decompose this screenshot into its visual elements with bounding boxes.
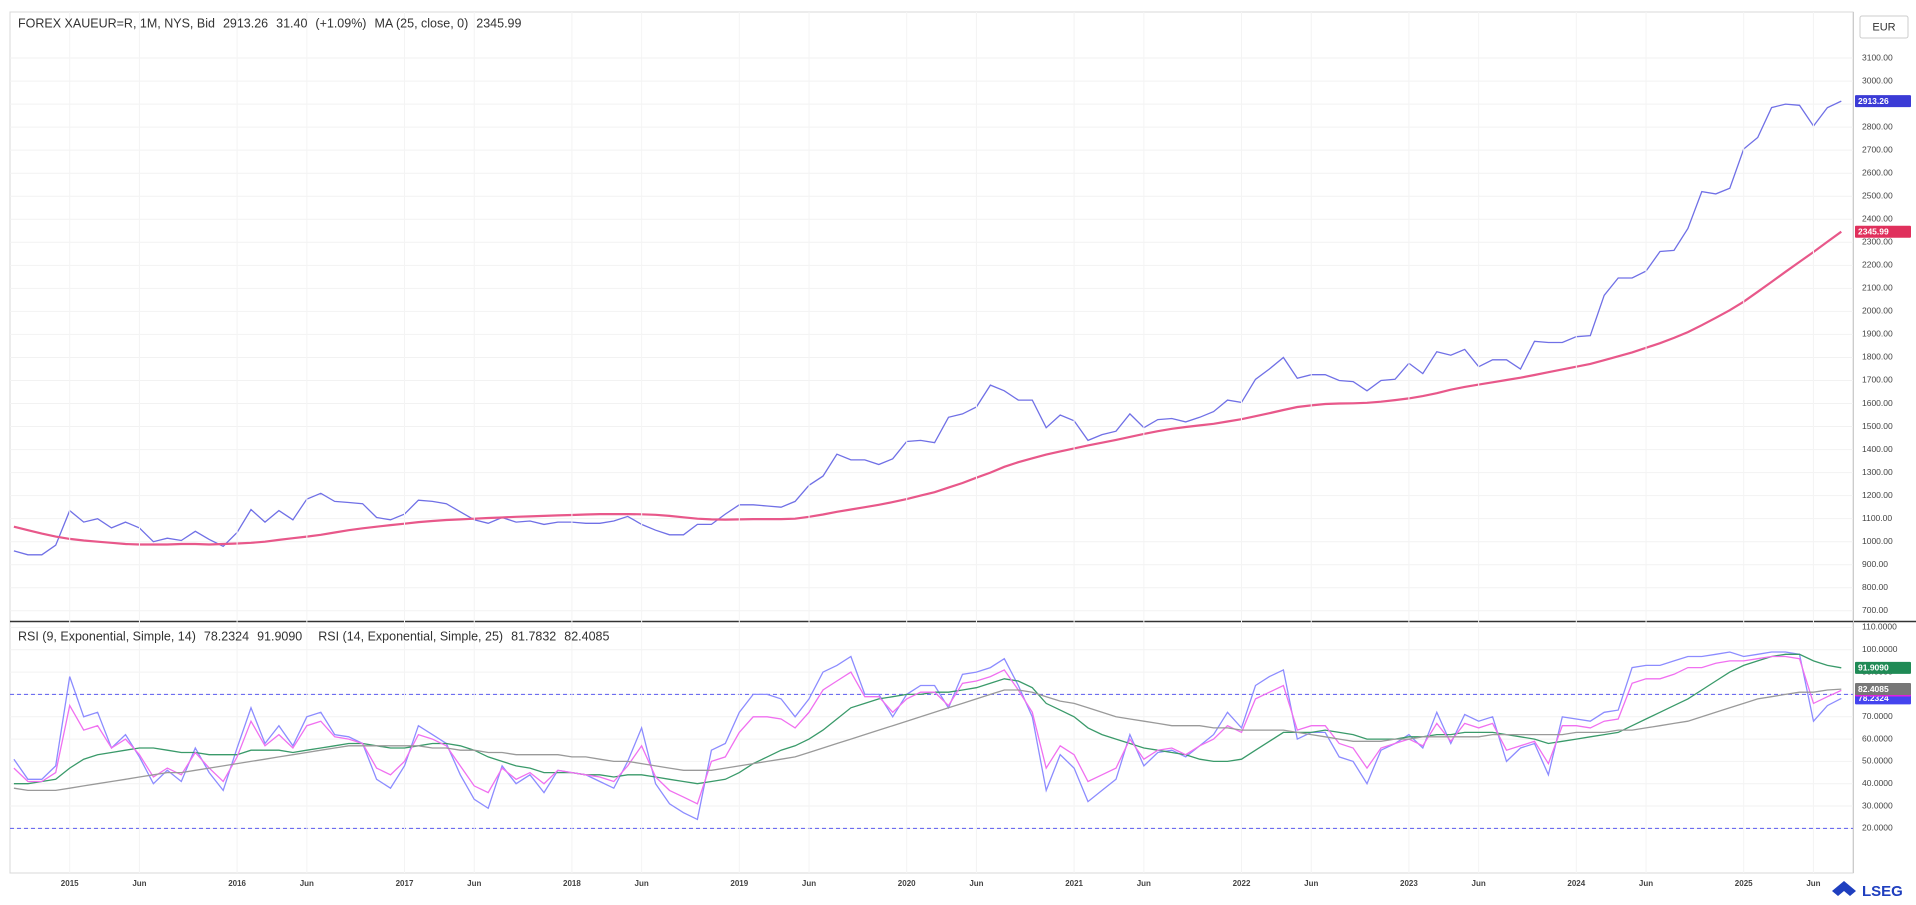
y-tick-label: 2300.00 (1862, 237, 1893, 247)
x-tick-label: 2024 (1567, 879, 1585, 888)
series-line (13, 655, 1842, 805)
series-line (13, 688, 1842, 792)
price-change-pct: (+1.09%) (315, 16, 366, 30)
legend-label: MA (25, close, 0) (374, 16, 468, 30)
y-tick-label: 2100.00 (1862, 283, 1893, 293)
y-tick-label: 100.0000 (1862, 644, 1898, 654)
last-value-tag (1855, 95, 1911, 108)
y-tick-label: 70.0000 (1862, 711, 1893, 721)
legend-value: 78.2324 (204, 629, 249, 643)
series-line (13, 100, 1842, 556)
y-tick-label: 2600.00 (1862, 167, 1893, 177)
x-tick-label: Jun (1472, 879, 1486, 888)
x-tick-label: 2017 (396, 879, 414, 888)
legend-value: 2913.26 (223, 16, 268, 30)
last-value-label: 82.4085 (1858, 684, 1889, 694)
y-tick-label: 110.0000 (1862, 622, 1897, 632)
brand-name: LSEG (1862, 883, 1903, 900)
brand-logo: LSEG (1832, 881, 1903, 900)
price-change: 31.40 (276, 16, 307, 30)
series-line (13, 230, 1842, 546)
x-tick-label: 2019 (730, 879, 748, 888)
y-tick-label: 1800.00 (1862, 352, 1893, 362)
x-tick-label: Jun (1137, 879, 1151, 888)
legend-value: 2345.99 (476, 16, 521, 30)
y-tick-label: 700.00 (1862, 605, 1888, 615)
legend-label: RSI (14, Exponential, Simple, 25) (318, 629, 503, 643)
currency: EUR (1872, 21, 1895, 33)
x-tick-label: 2015 (61, 879, 79, 888)
series-line (13, 651, 1842, 821)
legend-title: FOREX XAUEUR=R, 1M, NYS, Bid (18, 16, 215, 30)
y-tick-label: 1100.00 (1862, 513, 1892, 523)
y-tick-label: 2000.00 (1862, 306, 1893, 316)
y-tick-label: 60.0000 (1862, 733, 1893, 743)
y-tick-label: 40.0000 (1862, 778, 1893, 788)
y-tick-label: 1500.00 (1862, 421, 1893, 431)
y-tick-label: 1600.00 (1862, 398, 1893, 408)
y-tick-label: 2700.00 (1862, 144, 1893, 154)
last-value-label: 2345.99 (1858, 226, 1889, 236)
x-tick-label: 2023 (1400, 879, 1418, 888)
y-tick-label: 2200.00 (1862, 260, 1893, 270)
y-tick-label: 800.00 (1862, 582, 1888, 592)
x-tick-label: 2018 (563, 879, 581, 888)
y-tick-label: 900.00 (1862, 559, 1888, 569)
y-tick-label: 1200.00 (1862, 490, 1893, 500)
x-tick-label: Jun (467, 879, 481, 888)
legend-value: 81.7832 (511, 629, 556, 643)
y-tick-label: 30.0000 (1862, 800, 1893, 810)
y-tick-label: 3000.00 (1862, 75, 1893, 85)
legend-label: RSI (9, Exponential, Simple, 14) (18, 629, 196, 643)
x-tick-label: 2025 (1735, 879, 1753, 888)
y-tick-label: 2400.00 (1862, 214, 1893, 224)
y-tick-label: 2800.00 (1862, 121, 1893, 131)
last-value-tag (1855, 225, 1911, 238)
brand-icon (1832, 881, 1856, 896)
x-tick-label: 2021 (1065, 879, 1083, 888)
legend-value: 82.4085 (564, 629, 609, 643)
x-tick-label: Jun (802, 879, 816, 888)
y-tick-label: 50.0000 (1862, 756, 1893, 766)
x-tick-label: Jun (635, 879, 649, 888)
currency-box[interactable] (1859, 15, 1909, 39)
last-value-tag (1855, 683, 1911, 696)
last-value-tag (1855, 661, 1911, 674)
y-tick-label: 2500.00 (1862, 190, 1893, 200)
x-tick-label: 2022 (1233, 879, 1251, 888)
last-value-label: 78.2324 (1858, 693, 1889, 703)
x-tick-label: Jun (1639, 879, 1653, 888)
x-tick-label: Jun (1304, 879, 1318, 888)
y-tick-label: 1300.00 (1862, 467, 1893, 477)
last-value-label: 2913.26 (1858, 96, 1889, 106)
x-tick-label: Jun (969, 879, 983, 888)
series-line (13, 653, 1842, 785)
x-tick-label: Jun (300, 879, 314, 888)
y-tick-label: 1700.00 (1862, 375, 1893, 385)
last-value-label: 91.9090 (1858, 663, 1889, 673)
y-tick-label: 1900.00 (1862, 329, 1893, 339)
y-tick-label: 1400.00 (1862, 444, 1893, 454)
x-tick-label: Jun (132, 879, 146, 888)
y-tick-label: 20.0000 (1862, 823, 1893, 833)
y-tick-label: 1000.00 (1862, 536, 1893, 546)
y-tick-label: 3100.00 (1862, 52, 1893, 62)
legend-value: 91.9090 (257, 629, 302, 643)
x-tick-label: 2016 (228, 879, 246, 888)
x-tick-label: Jun (1806, 879, 1820, 888)
x-tick-label: 2020 (898, 879, 916, 888)
